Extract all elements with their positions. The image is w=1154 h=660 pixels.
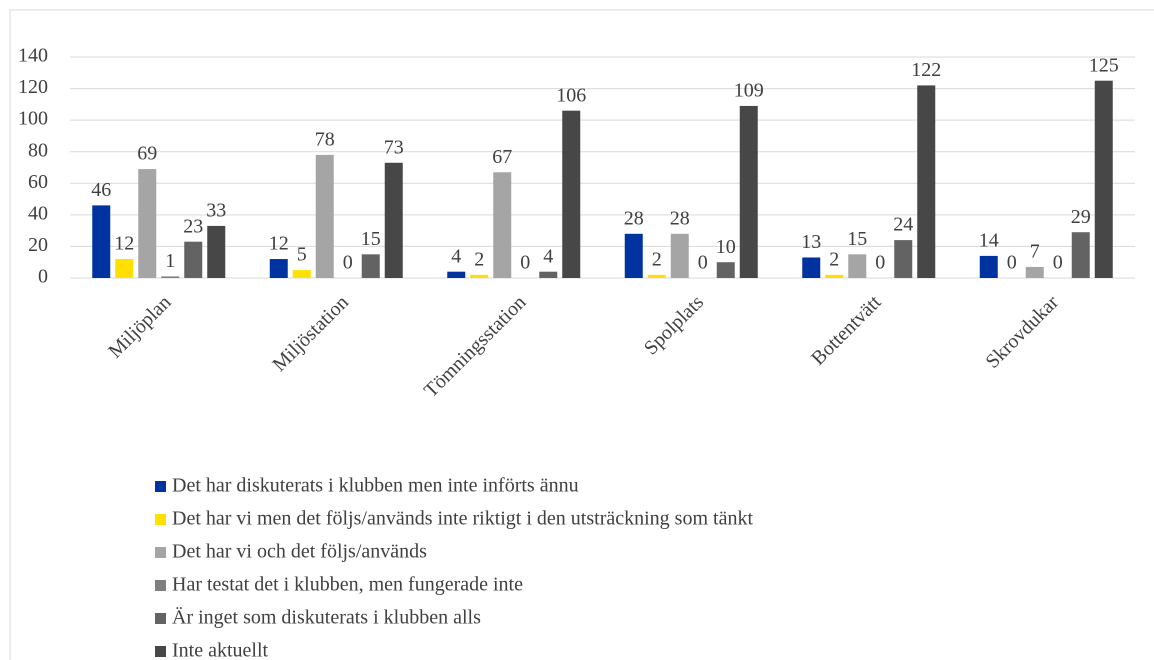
data-label: 23 bbox=[183, 215, 203, 237]
data-label: 67 bbox=[492, 146, 512, 168]
legend-swatch bbox=[155, 481, 166, 492]
data-label: 29 bbox=[1071, 206, 1091, 228]
data-label: 13 bbox=[801, 231, 821, 253]
data-label: 33 bbox=[206, 200, 226, 222]
bar bbox=[447, 271, 466, 278]
x-tick-label: Bottentvätt bbox=[807, 291, 886, 370]
bar bbox=[361, 254, 380, 278]
data-label: 14 bbox=[979, 229, 999, 251]
bar bbox=[670, 233, 689, 278]
x-tick-label: Skrovdukar bbox=[981, 291, 1063, 373]
data-label: 15 bbox=[847, 228, 867, 250]
legend-label: Det har vi och det följs/används bbox=[172, 541, 427, 563]
legend-swatch bbox=[155, 580, 166, 591]
bar bbox=[825, 274, 844, 278]
data-label: 78 bbox=[315, 128, 335, 150]
data-label: 10 bbox=[716, 236, 736, 258]
bar bbox=[470, 274, 489, 278]
bar bbox=[739, 105, 758, 278]
chart-frame bbox=[9, 9, 1154, 660]
data-label: 125 bbox=[1089, 54, 1119, 76]
legend-swatch bbox=[155, 547, 166, 558]
legend-label: Har testat det i klubben, men fungerade … bbox=[172, 574, 523, 596]
data-label: 4 bbox=[543, 245, 553, 267]
data-label: 15 bbox=[361, 228, 381, 250]
bar bbox=[1025, 266, 1044, 278]
data-label: 0 bbox=[343, 252, 353, 274]
legend-swatch bbox=[155, 613, 166, 624]
data-label: 106 bbox=[556, 84, 586, 106]
data-label: 4 bbox=[451, 245, 461, 267]
data-label: 122 bbox=[911, 59, 941, 81]
bar bbox=[1071, 232, 1090, 278]
x-tick-label: Miljöstation bbox=[268, 291, 353, 376]
bar bbox=[384, 162, 403, 278]
x-tick-label: Miljöplan bbox=[104, 291, 175, 362]
legend-swatch bbox=[155, 514, 166, 525]
data-label: 12 bbox=[114, 233, 134, 255]
x-tick-label: Spolplats bbox=[640, 291, 708, 359]
bar bbox=[207, 225, 226, 278]
y-tick-label: 120 bbox=[18, 76, 48, 98]
legend-label: Är inget som diskuterats i klubben alls bbox=[172, 606, 481, 629]
legend-label: Inte aktuellt bbox=[172, 640, 269, 660]
bar bbox=[161, 276, 180, 278]
data-label: 28 bbox=[624, 207, 644, 229]
data-label: 7 bbox=[1030, 241, 1040, 263]
y-tick-label: 40 bbox=[28, 202, 48, 224]
bar bbox=[894, 240, 913, 278]
bar bbox=[539, 271, 558, 278]
bar bbox=[269, 259, 288, 278]
data-label: 46 bbox=[91, 179, 111, 201]
bar bbox=[184, 241, 203, 278]
data-label: 0 bbox=[875, 252, 885, 274]
bar bbox=[292, 270, 311, 278]
bar bbox=[802, 257, 821, 278]
y-tick-label: 80 bbox=[28, 139, 48, 161]
data-label: 2 bbox=[474, 248, 484, 270]
data-label: 12 bbox=[269, 233, 289, 255]
data-label: 28 bbox=[670, 207, 690, 229]
legend-label: Det har vi men det följs/används inte ri… bbox=[172, 508, 753, 530]
data-label: 0 bbox=[1053, 252, 1063, 274]
bar bbox=[624, 233, 643, 278]
bar bbox=[115, 259, 134, 278]
y-tick-label: 0 bbox=[38, 266, 48, 288]
data-label: 0 bbox=[1007, 252, 1017, 274]
data-label: 69 bbox=[137, 143, 157, 165]
y-tick-label: 60 bbox=[28, 171, 48, 193]
bar bbox=[138, 169, 157, 278]
data-label: 1 bbox=[165, 250, 175, 272]
bar bbox=[848, 254, 867, 278]
y-tick-label: 20 bbox=[28, 234, 48, 256]
bar bbox=[647, 274, 666, 278]
y-tick-label: 100 bbox=[18, 108, 48, 130]
bar bbox=[979, 255, 998, 278]
bar bbox=[493, 172, 512, 278]
bar bbox=[315, 154, 334, 278]
y-tick-label: 140 bbox=[18, 45, 48, 67]
bar bbox=[1094, 80, 1113, 278]
data-label: 2 bbox=[652, 248, 662, 270]
bar bbox=[716, 262, 735, 278]
data-label: 5 bbox=[297, 244, 307, 266]
data-label: 0 bbox=[698, 252, 708, 274]
legend-label: Det har diskuterats i klubben men inte i… bbox=[172, 475, 579, 497]
bar bbox=[562, 110, 581, 279]
bar bbox=[917, 85, 936, 279]
data-label: 2 bbox=[829, 248, 839, 270]
data-label: 0 bbox=[520, 252, 530, 274]
legend-swatch bbox=[155, 646, 166, 657]
data-label: 109 bbox=[734, 80, 764, 102]
data-label: 73 bbox=[384, 136, 404, 158]
x-tick-label: Tömningsstation bbox=[420, 291, 531, 402]
data-label: 24 bbox=[893, 214, 913, 236]
bar bbox=[92, 205, 111, 278]
